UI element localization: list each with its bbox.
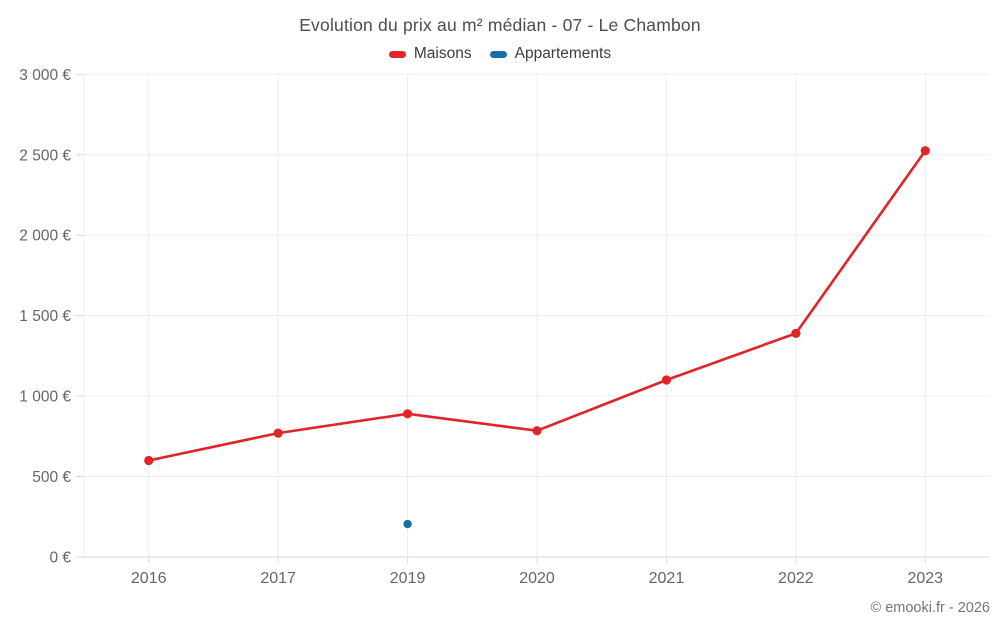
x-axis-tick-label: 2020	[519, 570, 555, 587]
legend-label-appartements: Appartements	[514, 45, 612, 62]
watermark-credit: © emooki.fr - 2026	[870, 600, 990, 616]
x-axis-tick-label: 2016	[131, 570, 167, 587]
x-axis-tick-label: 2019	[390, 570, 426, 587]
y-axis-tick-label: 1 500 €	[19, 308, 71, 325]
appartements-series-swatch-icon	[489, 50, 507, 58]
chart-legend: Maisons Appartements	[0, 45, 1000, 63]
data-point-maisons-2022[interactable]	[791, 328, 801, 338]
x-axis-tick-label: 2022	[778, 570, 814, 587]
y-axis-tick-label: 0 €	[49, 550, 71, 567]
y-axis-tick-label: 1 000 €	[19, 389, 71, 406]
x-axis-tick-label: 2021	[649, 570, 685, 587]
data-point-maisons-2016[interactable]	[144, 455, 154, 466]
maisons-series-swatch-icon	[388, 50, 406, 58]
chart-title: Evolution du prix au m² médian - 07 - Le…	[299, 15, 701, 35]
x-axis-tick-label: 2017	[260, 570, 296, 587]
y-axis-tick-label: 2 000 €	[19, 228, 71, 245]
data-point-maisons-2019[interactable]	[402, 409, 413, 419]
legend-item-maisons[interactable]: Maisons	[388, 45, 472, 63]
data-point-maisons-2020[interactable]	[532, 426, 542, 436]
x-axis-tick-label: 2023	[907, 570, 943, 587]
data-point-appartements-2019[interactable]	[403, 519, 412, 529]
data-point-maisons-2023[interactable]	[920, 146, 930, 156]
legend-item-appartements[interactable]: Appartements	[489, 45, 612, 63]
legend-label-maisons: Maisons	[413, 45, 472, 62]
data-point-maisons-2017[interactable]	[273, 428, 283, 438]
y-axis-tick-label: 2 500 €	[19, 147, 71, 164]
y-axis-tick-label: 3 000 €	[19, 67, 71, 84]
data-point-maisons-2021[interactable]	[661, 375, 672, 385]
y-axis-tick-label: 500 €	[32, 469, 71, 486]
